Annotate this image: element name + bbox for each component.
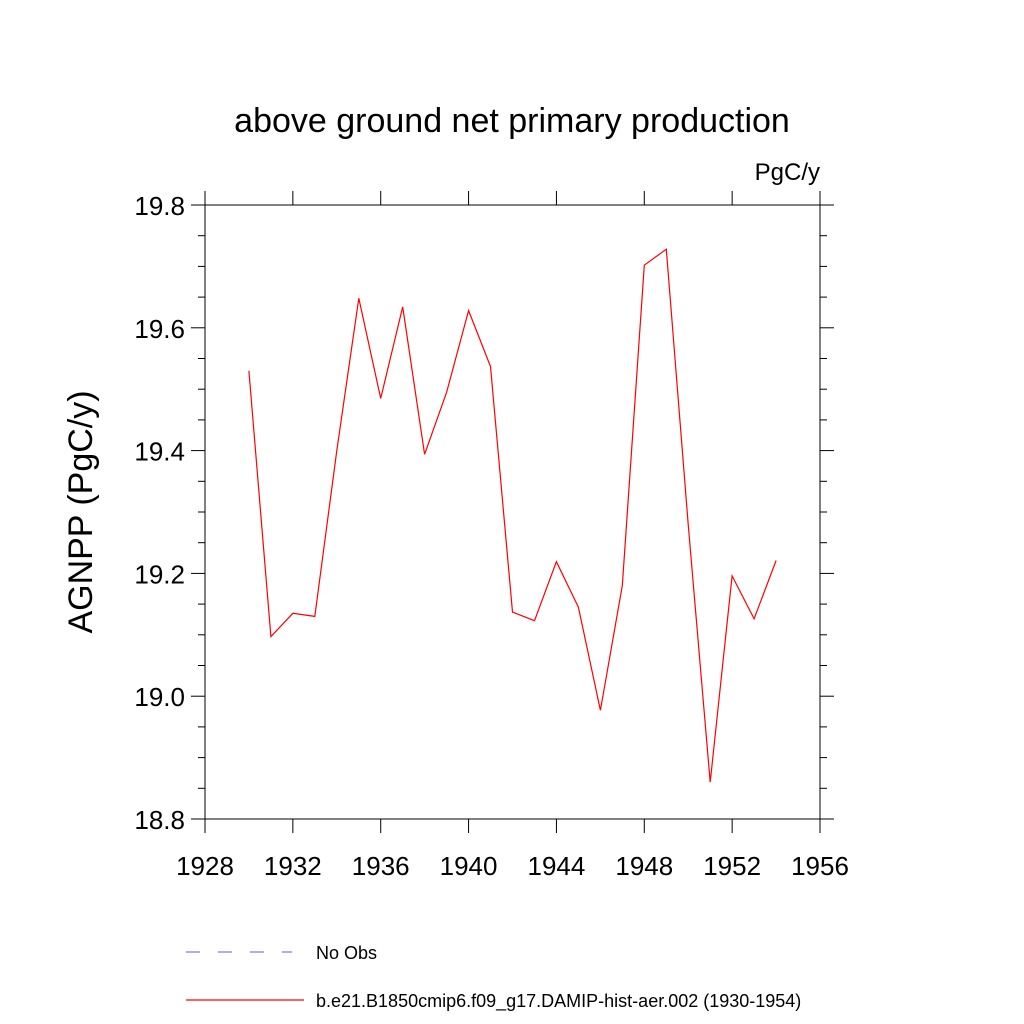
legend: No Obs b.e21.B1850cmip6.f09_g17.DAMIP-his… — [186, 943, 801, 1012]
chart-title: above ground net primary production — [234, 102, 790, 140]
plot-frame — [204, 204, 821, 820]
x-tick-label: 1948 — [615, 851, 673, 881]
y-tick-label: 19.6 — [134, 314, 185, 344]
legend-label: No Obs — [316, 943, 377, 963]
y-axis-label: AGNPP (PgC/y) — [62, 390, 100, 633]
x-tick-label: 1944 — [528, 851, 586, 881]
series-line — [248, 248, 777, 783]
legend-label: b.e21.B1850cmip6.f09_g17.DAMIP-hist-aer.… — [316, 991, 801, 1012]
x-tick-label: 1932 — [264, 851, 322, 881]
y-tick-label: 19.2 — [134, 559, 185, 589]
y-tick-label: 19.0 — [134, 682, 185, 712]
x-tick-label: 1952 — [703, 851, 761, 881]
x-tick-label: 1936 — [352, 851, 410, 881]
y-tick-label: 19.4 — [134, 437, 185, 467]
y-tick-label: 19.8 — [134, 191, 185, 221]
plot-area — [248, 248, 777, 783]
x-tick-label: 1928 — [176, 851, 234, 881]
axes: 1928 1932 1936 1940 1944 1948 1952 1956 18.8 19.0… — [134, 191, 849, 881]
x-tick-label: 1940 — [440, 851, 498, 881]
x-tick-label: 1956 — [791, 851, 849, 881]
y-tick-label: 18.8 — [134, 805, 185, 835]
units-label: PgC/y — [755, 159, 820, 186]
